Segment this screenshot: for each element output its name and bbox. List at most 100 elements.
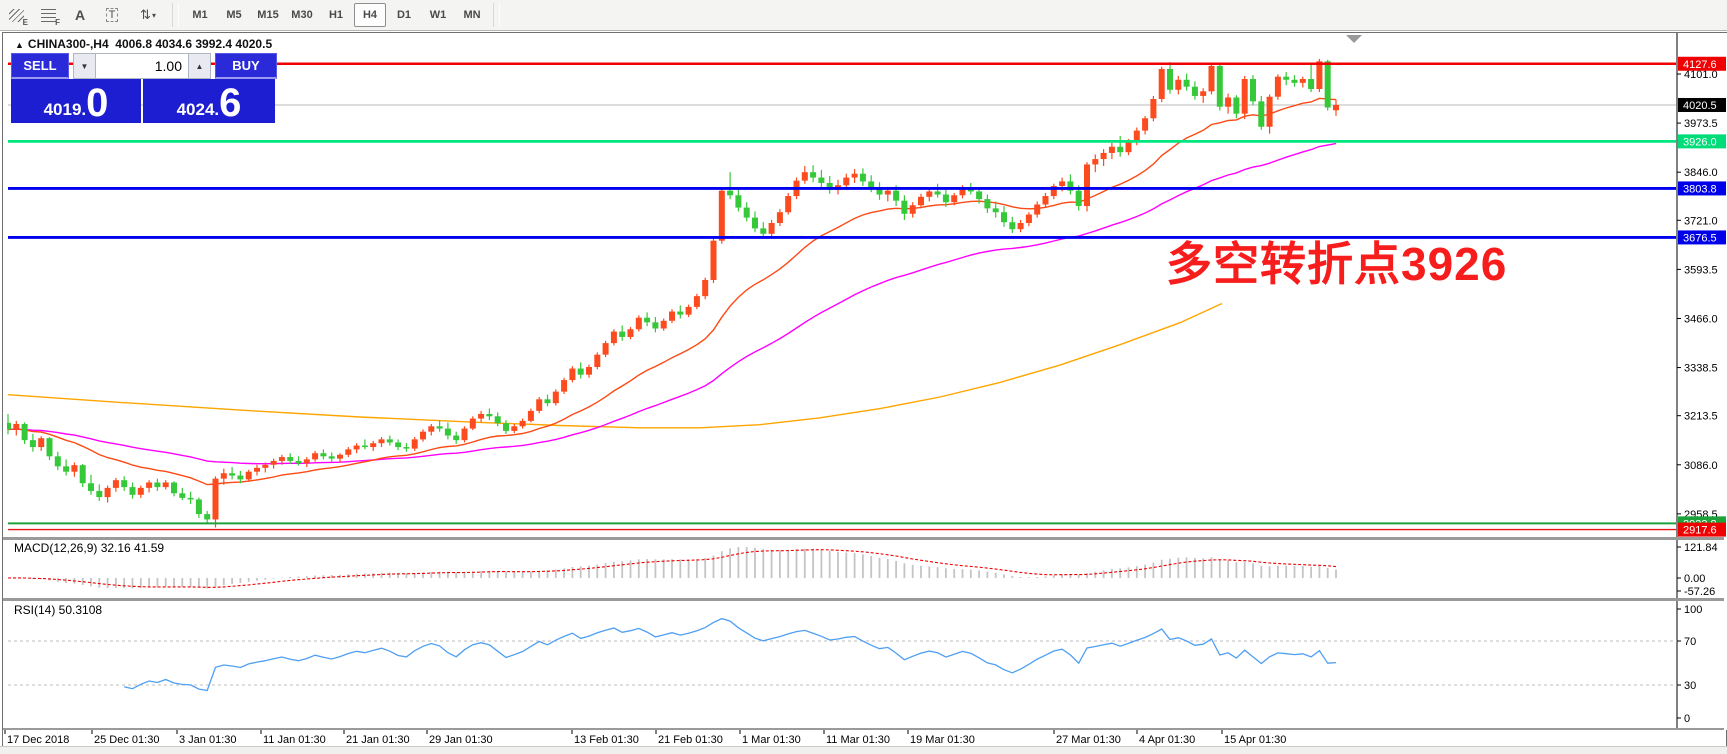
text-glyph: T	[105, 8, 119, 22]
price-tick-label: 3338.5	[1684, 363, 1718, 375]
timeframe-button-MN[interactable]: MN	[463, 9, 481, 21]
timeframe-button-W1[interactable]: W1	[429, 9, 447, 21]
date-tick-label: 25 Dec 01:30	[94, 734, 159, 746]
volume-stepper: ▼ 1.00 ▲	[73, 53, 211, 79]
channel-glyph: E	[22, 18, 28, 27]
price-tick-label: 4101.0	[1684, 69, 1718, 81]
volume-input[interactable]: 1.00	[96, 53, 188, 79]
date-tick-label: 29 Jan 01:30	[429, 734, 493, 746]
bid-dot: .	[81, 100, 87, 119]
timeframe-button-D1[interactable]: D1	[396, 9, 412, 21]
ohlc-readout: 4006.8 4034.6 3992.4 4020.5	[115, 37, 273, 51]
toolbar-separator	[172, 3, 179, 27]
sell-button[interactable]: SELL	[11, 53, 69, 79]
arrows-icon[interactable]: ⇅ ▾	[131, 3, 165, 27]
rsi-label: RSI(14) 50.3108	[14, 603, 103, 617]
symbol-name: CHINA300-,H4	[27, 37, 109, 51]
chart-window: ▲ CHINA300-,H4 4006.8 4034.6 3992.4 4020.…	[2, 32, 1727, 747]
fibonacci-glyph: F	[55, 18, 60, 27]
price-tick-label: 3466.0	[1684, 313, 1718, 325]
price-badge	[1678, 181, 1726, 196]
ask-price[interactable]: 4024. 6	[143, 79, 275, 123]
text-icon[interactable]: T	[99, 3, 125, 27]
timeframe-button-M1[interactable]: M1	[192, 9, 208, 21]
date-tick-label: 13 Feb 01:30	[574, 734, 639, 746]
price-badge	[1678, 230, 1726, 245]
date-tick-label: 19 Mar 01:30	[910, 734, 975, 746]
timeframe-button-M30[interactable]: M30	[291, 9, 313, 21]
timeframe-button-M15[interactable]: M15	[257, 9, 279, 21]
macd-axis-label: -57.26	[1684, 586, 1715, 598]
price-badge	[1678, 522, 1726, 537]
timeframe-button-H1[interactable]: H1	[328, 9, 344, 21]
ask-main-digits: 4024	[176, 100, 215, 119]
date-tick-label: 21 Feb 01:30	[658, 734, 723, 746]
date-tick-label: 11 Jan 01:30	[263, 734, 326, 746]
one-click-trade-panel: SELL ▼ 1.00 ▲ BUY 4019. 0 4024. 6	[11, 53, 279, 123]
fibonacci-icon[interactable]: F	[35, 3, 61, 27]
date-tick-label: 21 Jan 01:30	[346, 734, 410, 746]
price-badge	[1678, 134, 1726, 149]
svg-text:4020.5: 4020.5	[1683, 100, 1717, 112]
ask-big-digit: 6	[219, 81, 242, 125]
volume-decrease-button[interactable]: ▼	[73, 53, 96, 79]
ma-long-line	[7, 302, 1223, 429]
svg-text:4127.6: 4127.6	[1683, 59, 1717, 71]
bid-price[interactable]: 4019. 0	[11, 79, 141, 123]
bid-main-digits: 4019	[43, 100, 82, 119]
macd-axis-label: 0.00	[1684, 573, 1705, 585]
svg-text:2917.6: 2917.6	[1683, 525, 1717, 537]
svg-text:3676.5: 3676.5	[1683, 232, 1717, 244]
arrows-caret-icon: ▾	[151, 10, 156, 20]
price-badge	[1678, 97, 1726, 112]
volume-increase-button[interactable]: ▲	[188, 53, 211, 79]
timeframe-group: M1 M5 M15 M30 H1 H4 D1 W1 MN	[183, 3, 489, 27]
price-tick-label: 3593.5	[1684, 264, 1718, 276]
macd-label: MACD(12,26,9) 32.16 41.59	[14, 541, 165, 555]
toolbar-separator-2	[493, 3, 500, 27]
svg-text:3926.0: 3926.0	[1683, 136, 1717, 148]
equidistant-channel-icon[interactable]: E	[3, 3, 29, 27]
rsi-axis-label: 70	[1684, 636, 1696, 648]
svg-text:3803.8: 3803.8	[1683, 183, 1717, 195]
buy-button[interactable]: BUY	[215, 53, 277, 79]
price-tick-label: 3973.5	[1684, 118, 1718, 130]
annotation-text: 多空转折点3926	[1166, 238, 1508, 290]
rsi-axis-label: 100	[1684, 604, 1702, 616]
scroll-marker-icon[interactable]	[1346, 35, 1362, 43]
chart-title: ▲ CHINA300-,H4 4006.8 4034.6 3992.4 4020.…	[15, 37, 272, 51]
date-tick-label: 17 Dec 2018	[7, 734, 69, 746]
rsi-line	[124, 617, 1337, 692]
candles	[7, 58, 1339, 528]
date-tick-label: 3 Jan 01:30	[179, 734, 237, 746]
bid-big-digit: 0	[86, 81, 109, 125]
date-tick-label: 4 Apr 01:30	[1139, 734, 1195, 746]
timeframe-button-H4[interactable]: H4	[354, 3, 386, 27]
price-badge	[1678, 56, 1726, 71]
price-tick-label: 3213.5	[1684, 411, 1718, 423]
rsi-axis-label: 0	[1684, 713, 1690, 725]
macd-signal-line	[7, 549, 1337, 588]
channel-hatch-icon	[8, 8, 24, 22]
status-bar	[0, 746, 1727, 754]
text-label-icon[interactable]: A	[67, 3, 93, 27]
date-tick-label: 11 Mar 01:30	[826, 734, 890, 746]
macd-axis-label: 121.84	[1684, 542, 1718, 554]
date-tick-label: 1 Mar 01:30	[742, 734, 801, 746]
price-tick-label: 3086.0	[1684, 460, 1718, 472]
price-tick-label: 3721.0	[1684, 215, 1718, 227]
fibonacci-grid-icon	[40, 8, 56, 22]
rsi-axis-label: 30	[1684, 680, 1696, 692]
ask-dot: .	[214, 100, 220, 119]
collapse-arrow-icon[interactable]: ▲	[15, 40, 24, 50]
toolbar: E F A T ⇅ ▾ M1 M5 M15 M30 H1 H4 D1 W1 MN	[0, 0, 1727, 31]
date-tick-label: 15 Apr 01:30	[1224, 734, 1286, 746]
macd-histogram	[15, 547, 1337, 589]
timeframe-button-M5[interactable]: M5	[226, 9, 242, 21]
text-label-glyph: A	[74, 7, 86, 23]
date-tick-label: 27 Mar 01:30	[1056, 734, 1121, 746]
price-tick-label: 3846.0	[1684, 167, 1718, 179]
arrows-glyph: ⇅	[140, 7, 151, 22]
